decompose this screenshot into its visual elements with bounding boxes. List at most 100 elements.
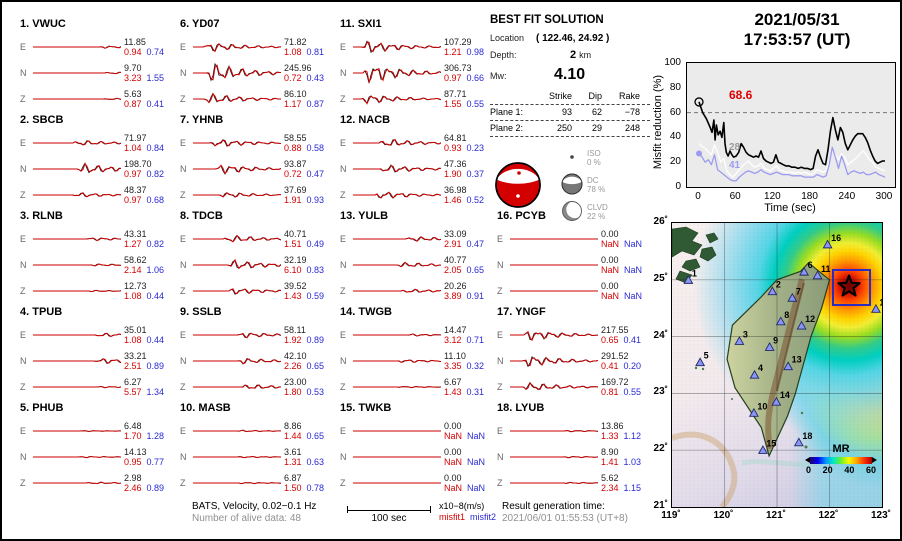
trace-metrics: 48.37 0.97 0.68: [124, 185, 164, 205]
waveform-trace: [193, 332, 281, 339]
amplitude-value: 37.69: [284, 185, 307, 195]
station-label: 15. TWKB: [340, 402, 392, 414]
misfit2-value: 0.31: [466, 387, 485, 397]
component-label: Z: [180, 190, 186, 200]
trace-metrics: 39.52 1.43 0.59: [284, 281, 324, 301]
waveform-trace: [510, 238, 598, 240]
map-station-triangle: [749, 369, 760, 379]
component-label: N: [340, 164, 347, 174]
amplitude-value: 86.10: [284, 89, 307, 99]
misfit2-value: 0.44: [146, 291, 165, 301]
waveform-trace: [510, 429, 598, 433]
depth-label: Depth:: [490, 50, 517, 60]
trace-row: N 32.19 6.10 0.83: [180, 252, 336, 278]
waveform-trace: [33, 237, 121, 242]
misfit1-value: 1.31: [284, 457, 302, 467]
trace-metrics: 306.73 0.97 0.66: [444, 63, 484, 83]
station-label: 8. TDCB: [180, 210, 223, 222]
amplitude-value: 6.87: [284, 473, 302, 483]
map-station-triangle: [748, 407, 759, 417]
location-row: Location ( 122.46, 24.92 ): [490, 33, 650, 44]
amplitude-value: 0.00: [601, 229, 619, 239]
amplitude-value: 0.00: [444, 473, 462, 483]
map-station-number: 13: [792, 355, 802, 365]
amplitude-value: 169.72: [601, 377, 629, 387]
waveform-trace: [353, 40, 441, 54]
amplitude-value: 306.73: [444, 63, 472, 73]
trace-row: Z 86.10 1.17 0.87: [180, 86, 336, 112]
waveform-trace: [193, 384, 281, 389]
amplitude-value: 11.10: [444, 351, 466, 361]
amplitude-units: x10−8(m/s) misfit1 misfit2: [439, 501, 496, 523]
mw-row: Mw: 4.10: [490, 66, 650, 84]
misfit-series-svg: [687, 97, 895, 182]
misfit2-value: NaN: [624, 265, 643, 275]
waveform-trace: [193, 92, 281, 104]
amplitude-value: 291.52: [601, 351, 629, 361]
trace-row: Z 87.71 1.55 0.55: [340, 86, 496, 112]
trace-metrics: 6.67 1.43 0.31: [444, 377, 484, 397]
dc-beachball-icon: [560, 173, 584, 197]
component-label: E: [180, 234, 187, 244]
trace-metrics: 58.11 1.92 0.89: [284, 325, 324, 345]
misfit2-value: 0.59: [306, 291, 325, 301]
misfit1-value: 3.12: [444, 335, 462, 345]
misfit2-value: 0.98: [466, 47, 485, 57]
misfit1-value: 1.55: [444, 99, 462, 109]
misfit1-value: NaN: [444, 431, 463, 441]
waveform-trace: [353, 191, 441, 199]
amplitude-value: 33.09: [444, 229, 467, 239]
location-value: ( 122.46, 24.92 ): [536, 33, 610, 44]
map-station-triangle: [793, 437, 804, 447]
map-station-triangle: [764, 341, 775, 351]
misfit2-value: 0.84: [146, 143, 165, 153]
iso-pct: 0 %: [587, 157, 601, 167]
mr-legend-title: MR: [832, 443, 850, 455]
waveform-trace: [33, 430, 121, 432]
mr-tick: 0: [806, 465, 812, 475]
misfit1-legend: misfit1: [439, 512, 466, 522]
waveform-trace: [193, 482, 281, 485]
iso-label: ISO: [587, 148, 601, 158]
station-block: 7. YHNB E 58.55 0.88 0.58 N 93.87 0.72 0.47 …: [180, 112, 336, 208]
trace-metrics: 11.85 0.94 0.74: [124, 37, 164, 57]
depth-value: 2: [570, 49, 577, 61]
misfit1-value: 1.43: [284, 291, 302, 301]
misfit1-value: 0.72: [284, 73, 302, 83]
waveform-trace: [353, 261, 441, 268]
waveform-trace: [353, 67, 441, 84]
trace-metrics: 58.55 0.88 0.58: [284, 133, 324, 153]
y-tick: 0: [675, 181, 681, 192]
amplitude-value: 6.67: [444, 377, 462, 387]
map-lon-tick: 123˚: [870, 510, 891, 521]
trace-metrics: 169.72 0.81 0.55: [601, 377, 641, 397]
y-axis-label: Misfit reduction (%): [652, 74, 664, 170]
trace-row: N 8.90 1.41 1.03: [497, 444, 653, 470]
misfit2-value: 0.37: [466, 169, 485, 179]
component-label: E: [20, 42, 27, 52]
component-label: N: [497, 452, 504, 462]
amplitude-value: 58.11: [284, 325, 306, 335]
map-station-number: 5: [704, 351, 709, 361]
trace-row: N 245.96 0.72 0.43: [180, 60, 336, 86]
misfit2-value: 0.47: [306, 169, 325, 179]
amplitude-value: 198.70: [124, 159, 152, 169]
trace-metrics: 11.10 3.35 0.32: [444, 351, 484, 371]
misfit1-value: 1.46: [444, 195, 462, 205]
plot-frame: 68.6 28 41: [686, 62, 896, 188]
trace-metrics: 71.82 1.08 0.81: [284, 37, 324, 57]
component-label: E: [20, 138, 27, 148]
amplitude-value: 0.00: [444, 421, 462, 431]
trace-row: E 43.31 1.27 0.82: [20, 226, 176, 252]
misfit2-value: 0.91: [466, 291, 485, 301]
location-label: Location: [490, 33, 525, 43]
component-label: N: [20, 260, 27, 270]
trace-row: N 47.36 1.90 0.37: [340, 156, 496, 182]
component-label: N: [180, 452, 187, 462]
trace-metrics: 0.00 NaN NaN: [444, 473, 485, 493]
trace-row: N 291.52 0.41 0.20: [497, 348, 653, 374]
trace-metrics: 12.73 1.08 0.44: [124, 281, 164, 301]
waveform-column-1: 1. VWUC E 11.85 0.94 0.74 N 9.70 3.23 1.55 Z…: [20, 16, 176, 496]
